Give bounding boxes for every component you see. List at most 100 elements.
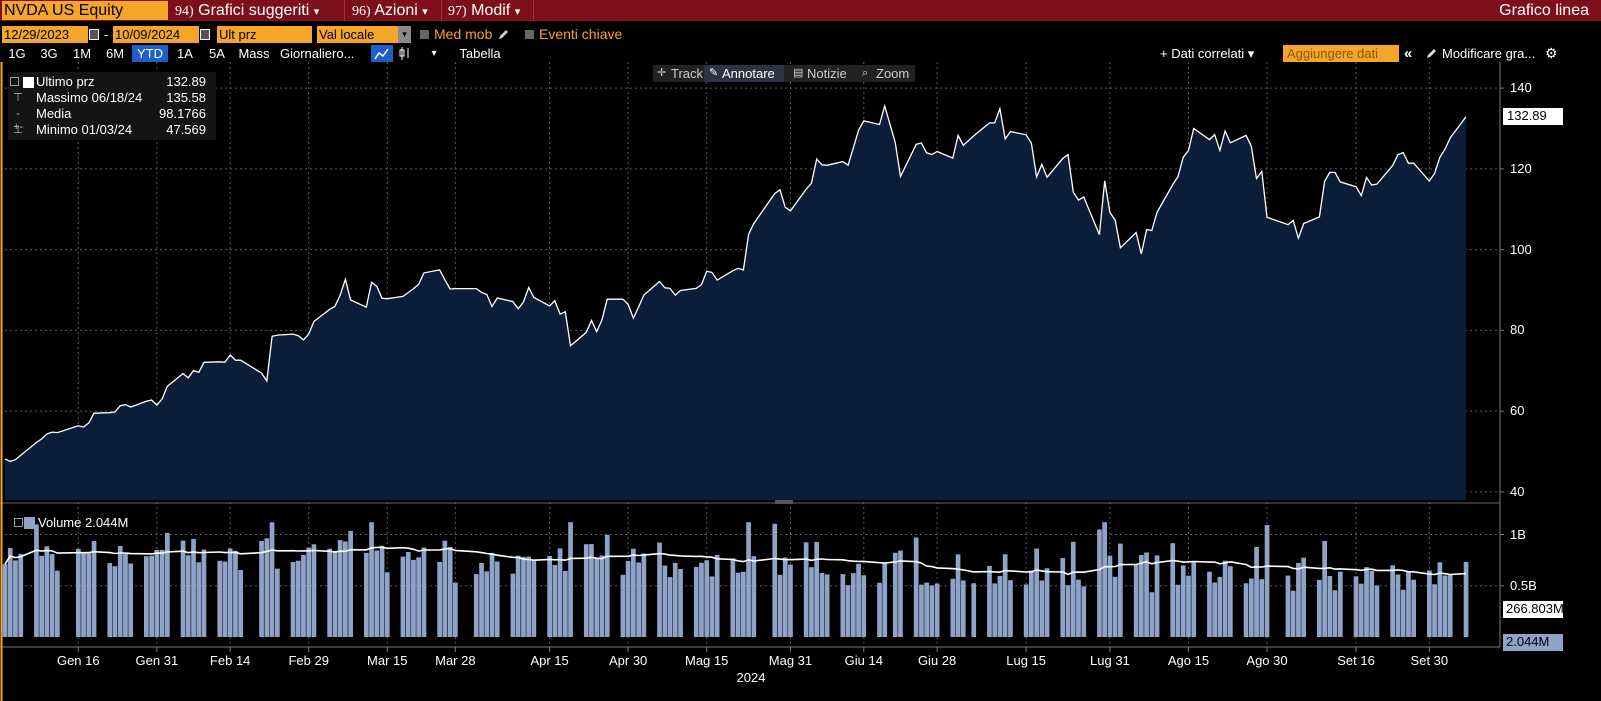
series-swatch [23, 77, 34, 88]
related-data-button[interactable]: + Dati correlati ▾ [1160, 46, 1255, 61]
pencil-icon[interactable] [497, 28, 510, 41]
chevron-down-icon: ▾ [514, 6, 521, 18]
volume-bar [929, 585, 935, 637]
key-events-label[interactable]: Eventi chiave [539, 26, 623, 42]
collapse-icon[interactable]: « [1404, 45, 1413, 62]
volume-ma-label: 266.803M [1503, 600, 1564, 618]
pencil-icon: ✎ [709, 67, 719, 79]
period-1a-button[interactable]: 1A [177, 46, 193, 61]
chevron-down-icon[interactable]: ▾ [431, 48, 437, 59]
volume-bar [44, 546, 50, 637]
moving-average-label[interactable]: Med mob [434, 26, 493, 42]
tool-label: Annotare [722, 66, 775, 81]
volume-bar [39, 555, 44, 637]
volume-bar [955, 554, 961, 637]
time-tick-label: Mar 28 [435, 653, 476, 668]
price-field-select[interactable]: Ult prz [217, 26, 312, 43]
period-toolbar: 1G 3G 1M 6M YTD 1A 5A Mass Giornaliero..… [0, 45, 1601, 62]
volume-bar [201, 549, 207, 637]
volume-bar [782, 557, 788, 637]
volume-bar [960, 580, 966, 637]
volume-bar [489, 552, 495, 637]
time-tick-label: Apr 15 [530, 653, 569, 668]
period-1g-button[interactable]: 1G [8, 46, 26, 61]
edit-chart-button[interactable]: Modificare gra... [1442, 46, 1536, 61]
volume-bar [416, 557, 421, 637]
volume-bar [379, 545, 385, 637]
currency-select[interactable]: Val locale [317, 26, 398, 43]
time-tick-label: Apr 30 [608, 653, 648, 668]
gear-icon[interactable]: ⚙ [1545, 45, 1558, 61]
period-ytd-button[interactable]: YTD [132, 45, 168, 62]
chart-panel: ✛ Track ✎ Annotare ▤ Notizie ⌕ Zoom Ulti… [0, 62, 1601, 701]
volume-bar [882, 563, 888, 637]
key-events-checkbox[interactable] [525, 30, 534, 39]
volume-bar [123, 553, 128, 637]
end-date-field[interactable]: 10/09/2024 [113, 26, 199, 43]
crosshair-icon: ✛ [657, 67, 667, 79]
legend-label: Media [36, 106, 72, 121]
period-1m-button[interactable]: 1M [72, 46, 92, 61]
title-bar: NVDA US Equity 94) Grafici suggeriti ▾ 9… [0, 0, 1601, 21]
menu-divider [344, 0, 345, 21]
volume-bar [264, 538, 270, 637]
volume-bar [746, 522, 751, 637]
volume-bar [1427, 570, 1432, 637]
period-3g-button[interactable]: 3G [40, 46, 58, 61]
track-tool[interactable]: ✛ Track [653, 65, 717, 82]
volume-bar [86, 551, 92, 637]
volume-bar [290, 562, 296, 637]
volume-bar [620, 574, 626, 637]
start-date-field[interactable]: 12/29/2023 [2, 26, 88, 43]
volume-bar [814, 541, 819, 637]
pencil-icon[interactable] [1425, 47, 1439, 60]
add-data-field[interactable]: Aggiungere dati [1283, 45, 1399, 62]
volume-bar [730, 558, 736, 637]
moving-average-checkbox[interactable] [420, 30, 429, 39]
volume-bar [641, 553, 647, 637]
volume-bar [494, 561, 500, 637]
volume-bar [1358, 583, 1364, 637]
news-tool[interactable]: ▤ Notizie [789, 65, 855, 82]
time-tick-label: Ago 15 [1167, 653, 1210, 668]
calendar-icon[interactable] [200, 29, 210, 40]
volume-bar [851, 573, 856, 637]
volume-bar [1060, 558, 1066, 637]
volume-bar [1327, 576, 1333, 637]
volume-bar [1217, 576, 1223, 637]
calendar-icon[interactable] [89, 29, 99, 40]
ticker-field[interactable]: NVDA US Equity [2, 1, 168, 20]
menu-divider [441, 0, 442, 21]
candlestick-icon[interactable] [397, 46, 413, 61]
volume-bar [877, 582, 882, 637]
time-tick-label: Feb 14 [209, 653, 251, 668]
time-tick-label: Mar 15 [367, 653, 408, 668]
frequency-select[interactable]: Giornaliero... [280, 46, 355, 61]
line-chart-toggle[interactable] [371, 45, 393, 62]
period-5a-button[interactable]: 5A [209, 46, 225, 61]
volume-bar [34, 524, 39, 637]
actions-menu[interactable]: 96) Azioni ▾ [352, 0, 428, 21]
chart-canvas[interactable] [0, 62, 1601, 701]
volume-bar [144, 556, 149, 637]
volume-bar [599, 555, 605, 637]
volume-bar [704, 560, 710, 637]
period-6m-button[interactable]: 6M [105, 46, 125, 61]
volume-bar [819, 573, 825, 637]
modify-menu[interactable]: 97) Modif ▾ [448, 0, 520, 21]
volume-bar [693, 566, 699, 637]
volume-bar [1411, 579, 1416, 637]
zoom-tool[interactable]: ⌕ Zoom [858, 65, 915, 82]
volume-tick-label: 1B [1510, 526, 1526, 542]
annotate-tool[interactable]: ✎ Annotare [704, 65, 784, 82]
volume-bar [772, 523, 778, 637]
collapse-box-icon[interactable] [10, 77, 19, 86]
volume-bar [1259, 579, 1265, 637]
table-button[interactable]: Tabella [459, 46, 501, 61]
chevron-down-icon[interactable]: ▾ [398, 26, 411, 43]
time-tick-label: Set 16 [1337, 653, 1375, 668]
suggested-charts-menu[interactable]: 94) Grafici suggeriti ▾ [175, 0, 319, 21]
collapse-box-icon[interactable] [14, 518, 23, 527]
price-line [4, 103, 1467, 463]
period-max-button[interactable]: Mass [238, 46, 270, 61]
